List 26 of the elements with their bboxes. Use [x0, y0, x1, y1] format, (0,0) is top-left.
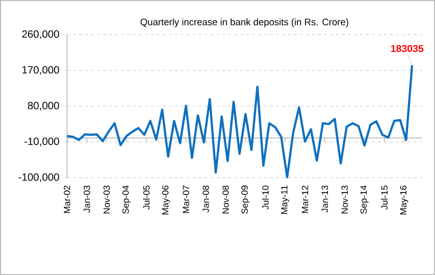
y-tick-label: 80,000: [28, 102, 60, 111]
x-tick-label: Jan-13: [322, 186, 328, 212]
x-tick-label: Mar-07: [182, 186, 190, 213]
annotation: 183035: [391, 45, 424, 52]
line-series: [66, 64, 414, 178]
chart-title: Quarterly increase in bank deposits (in Rs. Crore): [140, 18, 348, 28]
x-tick-label: Nov-08: [222, 186, 229, 214]
y-tick-label: -100,000: [18, 173, 60, 182]
x-tick-label: Jul-10: [262, 186, 269, 210]
x-tick-label: Nov-13: [341, 186, 348, 214]
x-tick-label: Jan-08: [202, 186, 210, 212]
x-tick-label: Sep-14: [360, 185, 369, 214]
x-tick-label: Jul-05: [143, 186, 150, 210]
x-tick-label: May-16: [400, 186, 408, 214]
x-tick-label: Jan-03: [84, 186, 90, 212]
y-tick-label: -10,000: [24, 138, 60, 146]
x-tick-label: Nov-03: [103, 186, 110, 214]
x-tick-label: May-06: [162, 186, 170, 214]
x-tick-label: Jul-15: [381, 186, 388, 210]
x-tick-label: Sep-04: [122, 185, 131, 214]
x-tick-label: Mar-12: [302, 186, 308, 213]
x-tick-label: May-11: [281, 186, 290, 214]
x-tick-label: Sep-09: [241, 186, 250, 214]
x-tick-label: Mar-02: [64, 186, 70, 213]
y-tick-label: 170,000: [22, 66, 60, 75]
y-tick-label: 260,000: [22, 30, 60, 40]
